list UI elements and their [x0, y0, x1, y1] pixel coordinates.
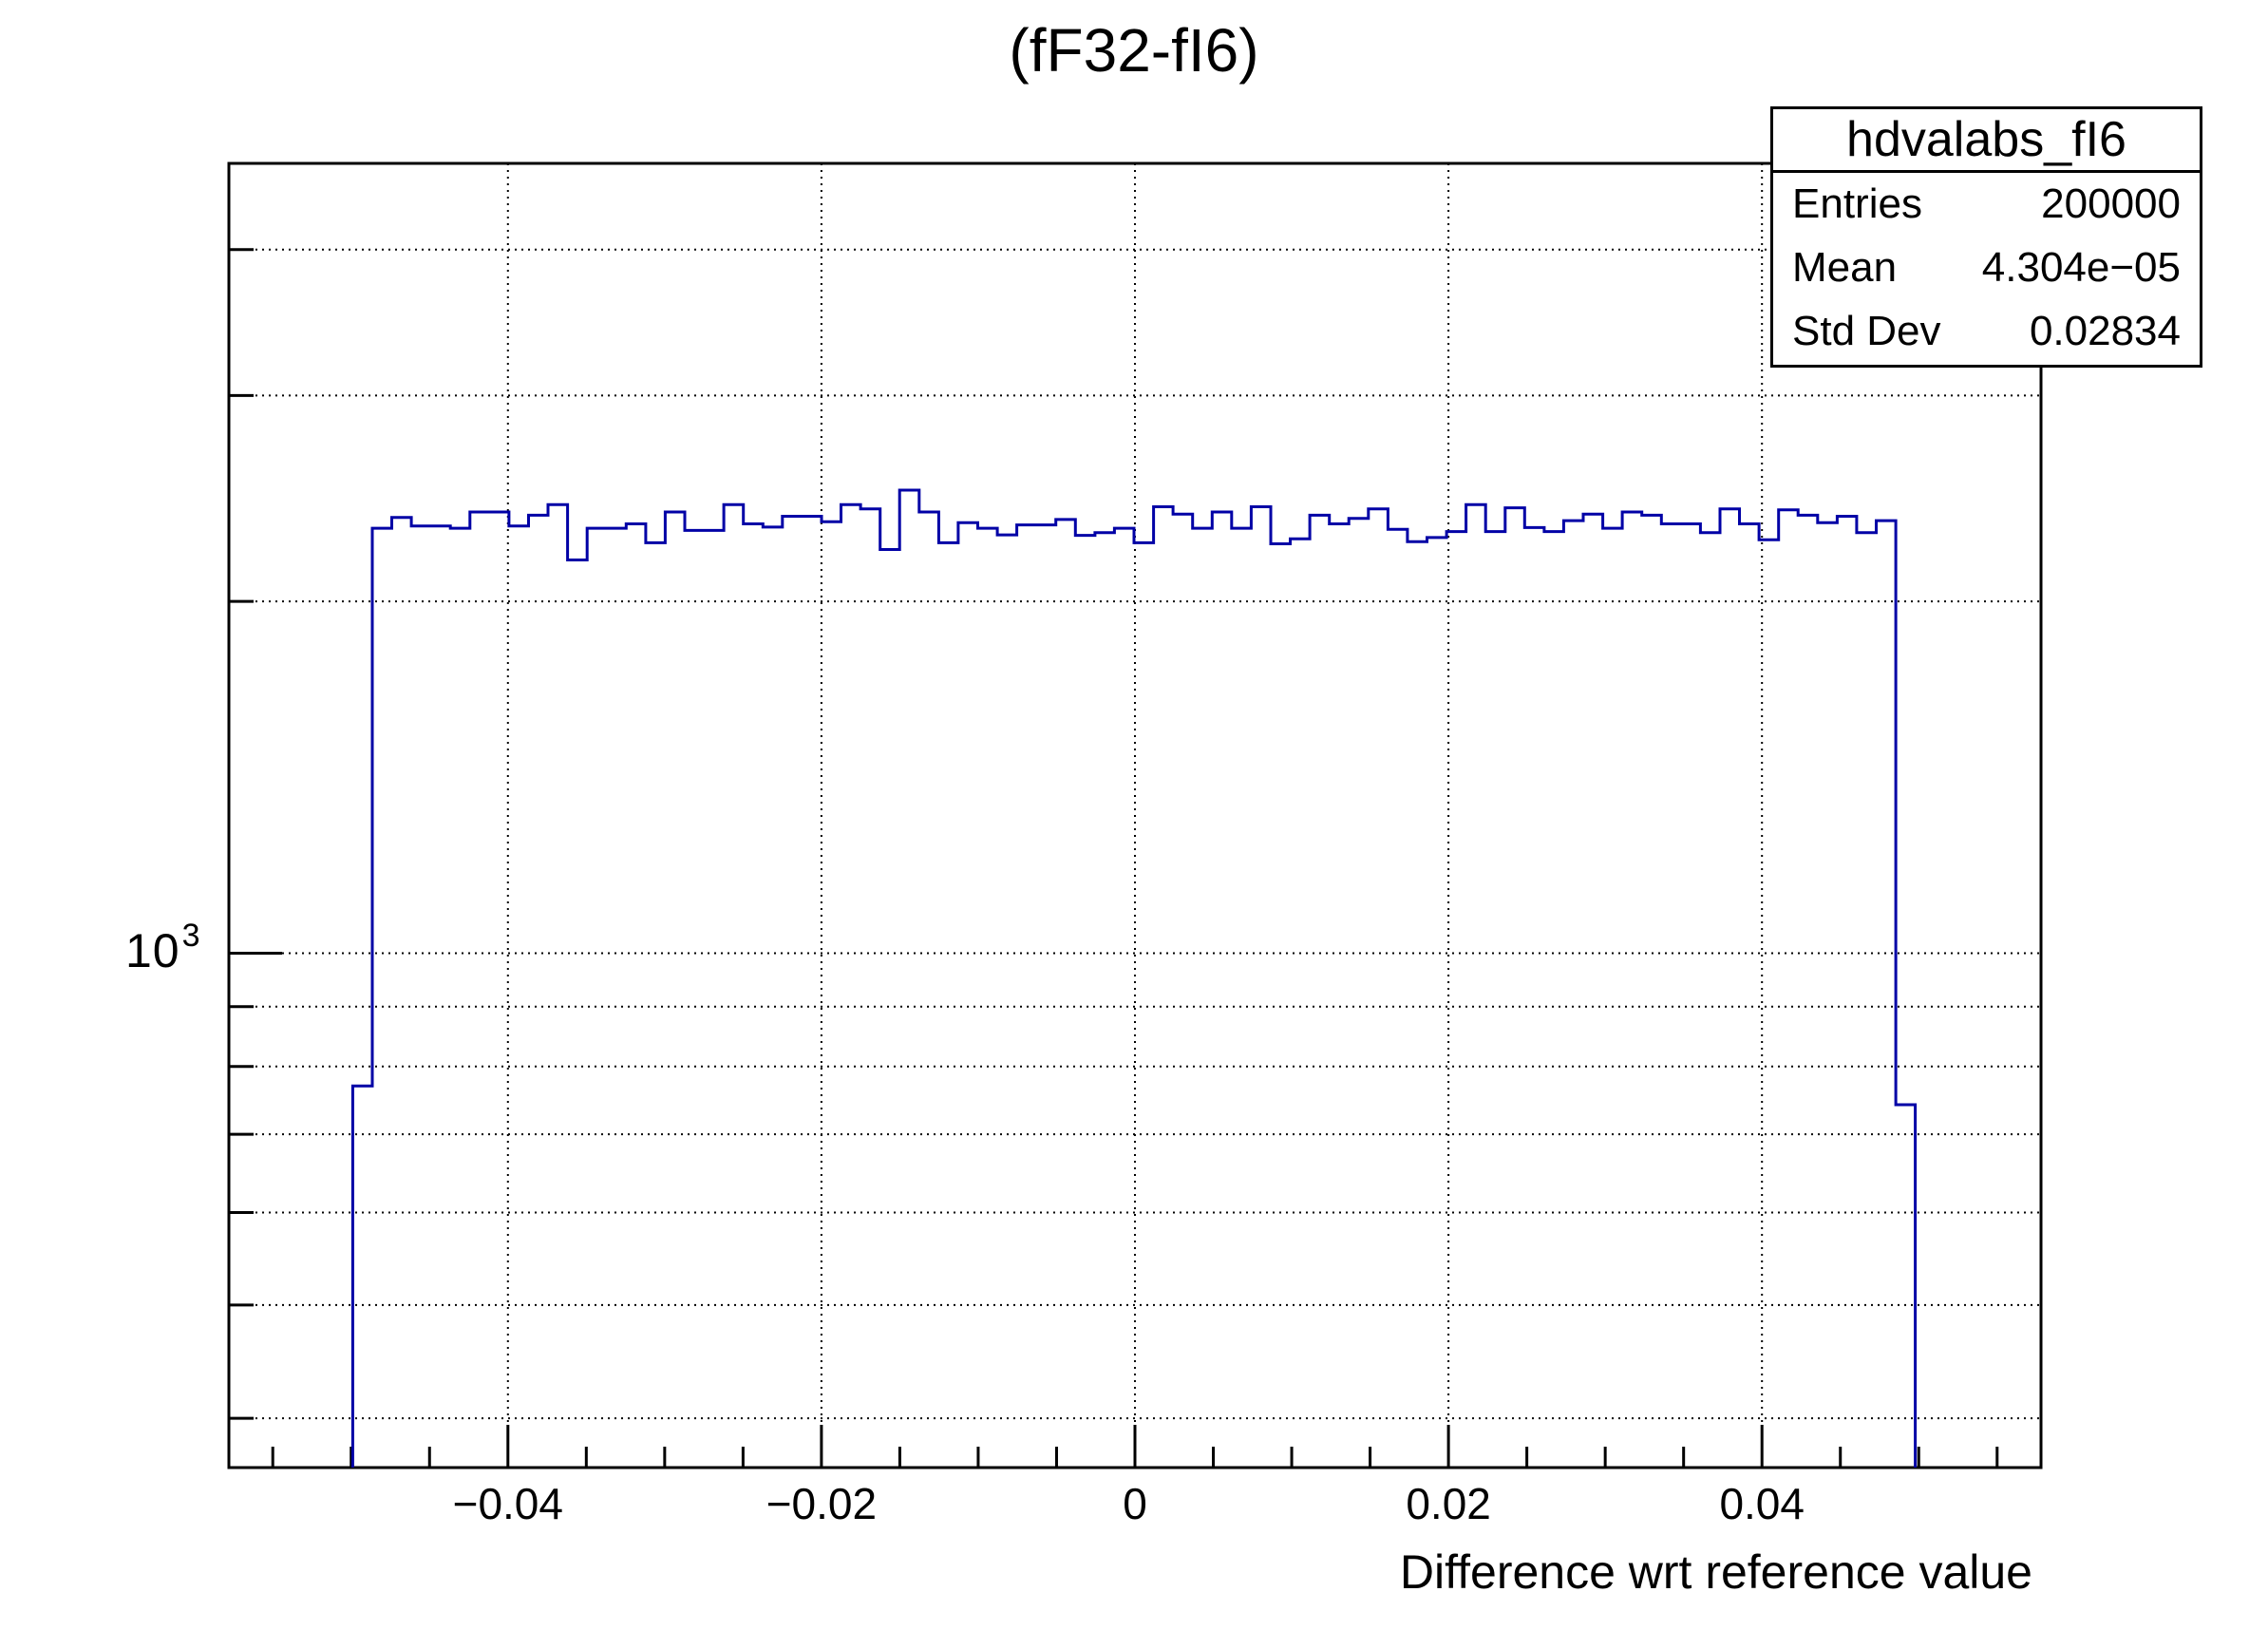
- stats-row-stddev: Std Dev 0.02834: [1792, 308, 2181, 355]
- stats-box: hdvalabs_fI6 Entries 200000 Mean 4.304e−…: [1770, 106, 2202, 368]
- stats-label-mean: Mean: [1792, 243, 1898, 291]
- x-tick-label: −0.02: [765, 1479, 878, 1528]
- stats-value-mean: 4.304e−05: [1981, 243, 2181, 291]
- y-axis-tick-label-1000: 103: [125, 918, 200, 978]
- stats-label-stddev: Std Dev: [1792, 307, 1941, 354]
- y-tick-exponent: 3: [181, 918, 201, 954]
- stats-row-mean: Mean 4.304e−05: [1792, 244, 2181, 292]
- x-tick-label: 0: [1123, 1479, 1147, 1528]
- stats-box-rows: Entries 200000 Mean 4.304e−05 Std Dev 0.…: [1773, 173, 2200, 363]
- stats-row-entries: Entries 200000: [1792, 180, 2181, 228]
- y-tick-mantissa: 10: [125, 924, 180, 977]
- stats-value-entries: 200000: [2041, 180, 2181, 228]
- stats-label-entries: Entries: [1792, 180, 1922, 228]
- plot-title: (fF32-fI6): [1009, 16, 1259, 85]
- x-tick-label: 0.04: [1719, 1479, 1805, 1528]
- histogram-step-line: [350, 488, 1918, 1468]
- x-tick-label: −0.04: [452, 1479, 563, 1528]
- stats-box-title: hdvalabs_fI6: [1773, 109, 2200, 173]
- stats-value-stddev: 0.02834: [2029, 307, 2181, 354]
- x-tick-label: 0.02: [1406, 1479, 1491, 1528]
- x-axis-title: Difference wrt reference value: [1399, 1545, 2032, 1599]
